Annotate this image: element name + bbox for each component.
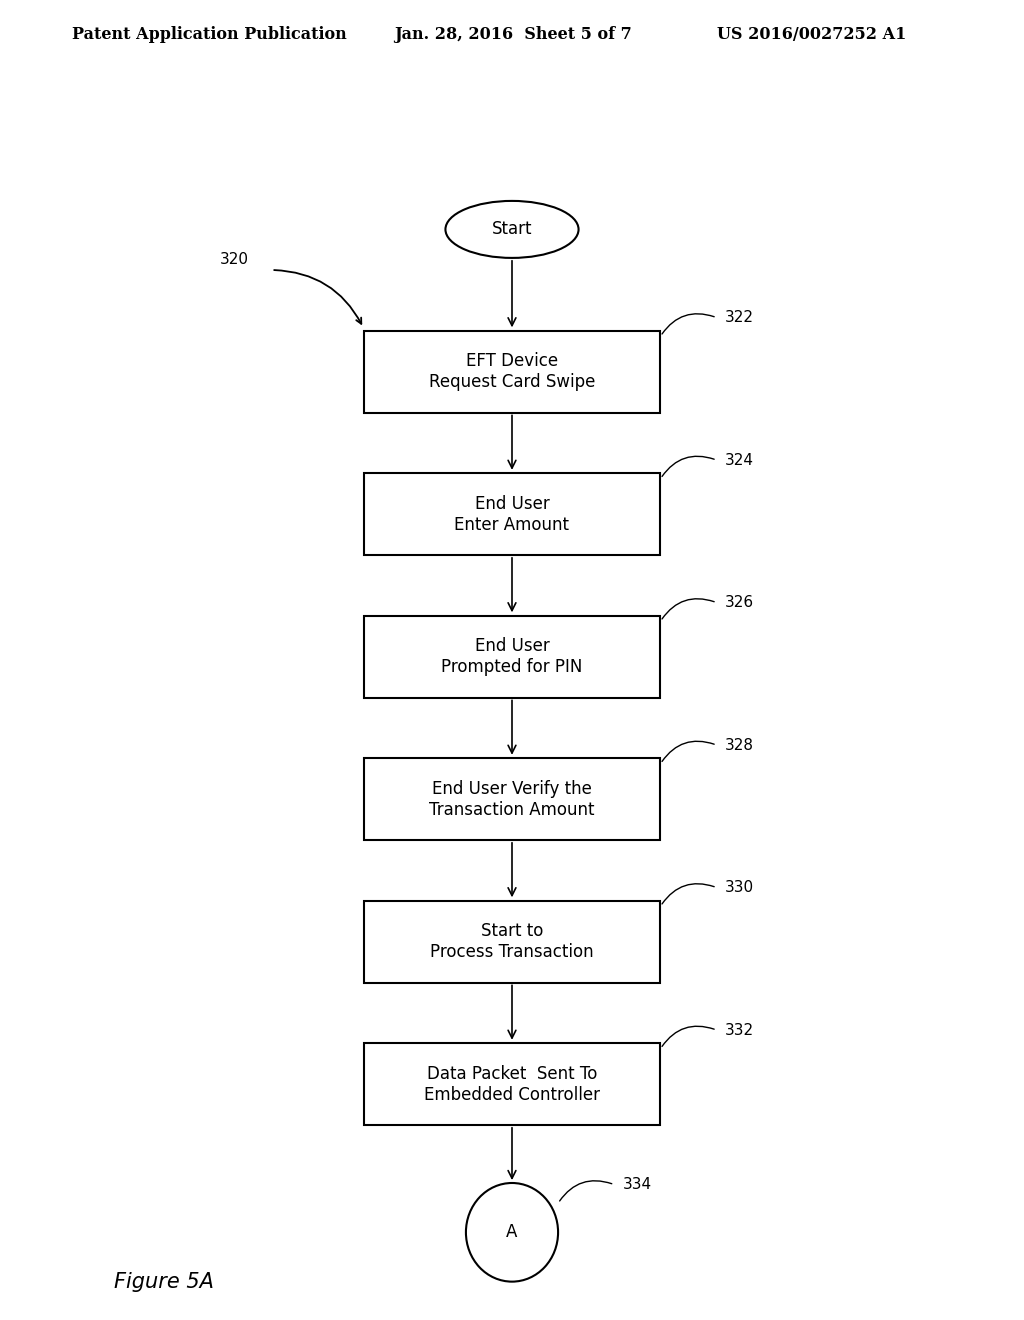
Text: 328: 328 [725,738,754,752]
Text: End User
Prompted for PIN: End User Prompted for PIN [441,638,583,676]
Text: 322: 322 [725,310,754,325]
Text: 332: 332 [725,1023,754,1038]
Text: Patent Application Publication: Patent Application Publication [72,26,346,42]
Text: Figure 5A: Figure 5A [114,1271,214,1292]
Text: 326: 326 [725,595,754,610]
Text: Data Packet  Sent To
Embedded Controller: Data Packet Sent To Embedded Controller [424,1065,600,1104]
Text: End User Verify the
Transaction Amount: End User Verify the Transaction Amount [429,780,595,818]
Text: A: A [506,1224,518,1241]
Text: 330: 330 [725,880,754,895]
Text: EFT Device
Request Card Swipe: EFT Device Request Card Swipe [429,352,595,391]
Text: End User
Enter Amount: End User Enter Amount [455,495,569,533]
Text: 334: 334 [623,1177,651,1192]
Text: 320: 320 [220,252,249,267]
Text: Start to
Process Transaction: Start to Process Transaction [430,923,594,961]
Text: 324: 324 [725,453,754,467]
Text: Start: Start [492,220,532,239]
Text: US 2016/0027252 A1: US 2016/0027252 A1 [717,26,906,42]
Text: Jan. 28, 2016  Sheet 5 of 7: Jan. 28, 2016 Sheet 5 of 7 [394,26,632,42]
